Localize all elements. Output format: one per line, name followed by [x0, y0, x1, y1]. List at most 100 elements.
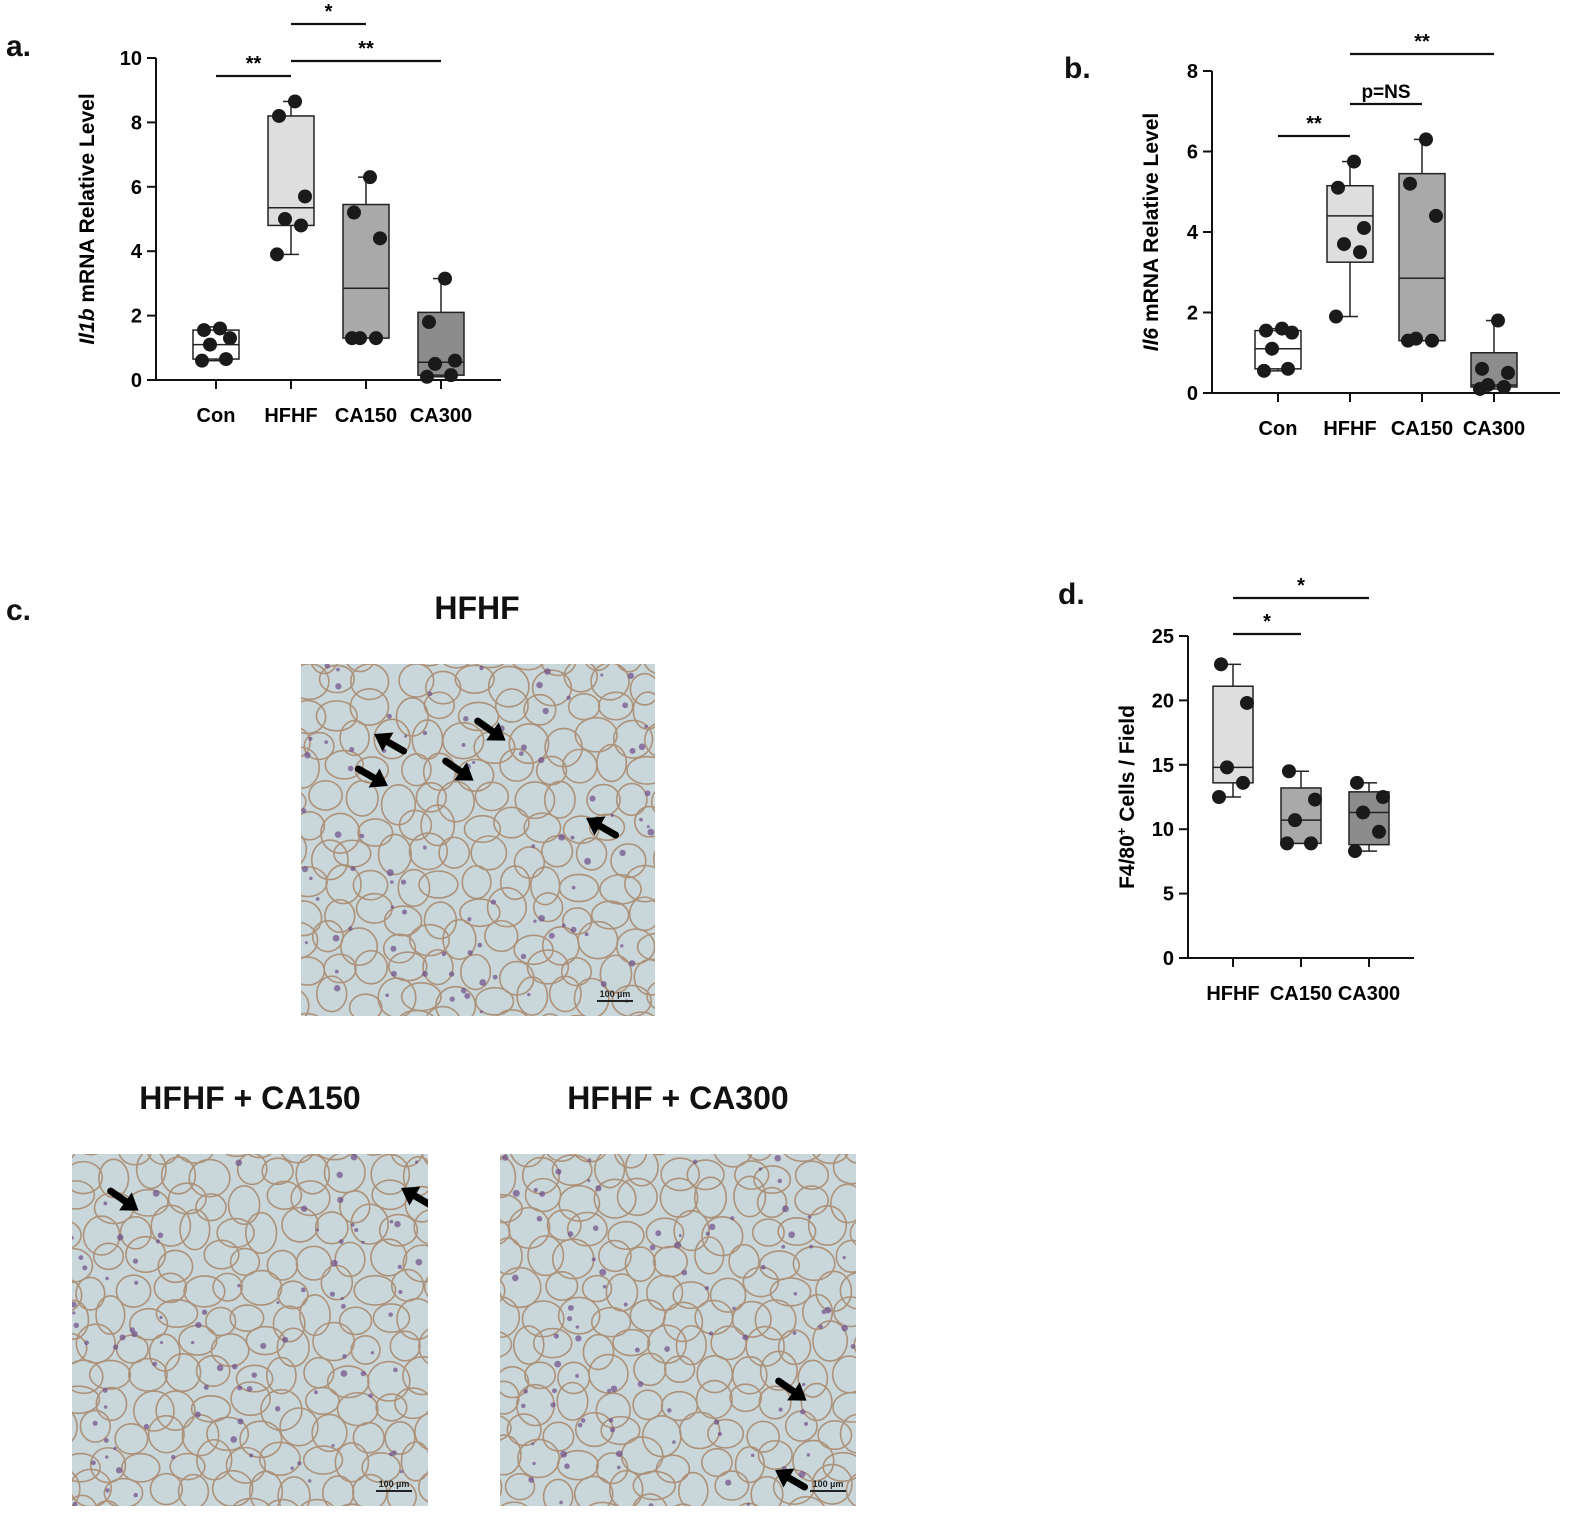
adipocyte — [326, 1365, 370, 1399]
adipocyte — [72, 1221, 82, 1249]
nucleus — [646, 825, 650, 829]
nucleus — [472, 760, 476, 765]
nucleus — [644, 724, 648, 729]
nucleus — [282, 1336, 289, 1343]
nucleus — [260, 1342, 267, 1349]
nucleus — [385, 993, 389, 998]
nucleus — [237, 1418, 244, 1425]
nucleus — [512, 1189, 520, 1197]
nucleus — [309, 876, 313, 881]
adipocyte — [714, 1470, 750, 1501]
nucleus — [778, 1407, 783, 1412]
adipocyte — [397, 868, 431, 908]
scale-bar: 100 µm — [597, 989, 633, 1002]
box-ca150 — [342, 203, 390, 339]
nucleus — [527, 992, 531, 997]
adipocyte — [459, 898, 501, 928]
data-point — [1481, 377, 1495, 392]
adipocyte — [398, 809, 433, 841]
adipocyte — [153, 1272, 188, 1304]
nucleus — [301, 1205, 308, 1212]
nucleus — [324, 664, 330, 669]
adipocyte — [260, 1388, 303, 1432]
nucleus — [602, 1284, 607, 1289]
adipocyte — [352, 1421, 385, 1454]
adipocyte — [610, 843, 647, 879]
adipocyte-membranes — [72, 1154, 428, 1506]
adipocyte — [546, 1154, 577, 1163]
nucleus — [301, 808, 307, 814]
nucleus — [441, 951, 447, 957]
adipocyte — [119, 1215, 152, 1250]
nucleus — [427, 691, 433, 697]
data-point — [444, 368, 458, 383]
significance-label: ** — [1414, 31, 1430, 53]
data-point — [1425, 333, 1439, 348]
adipocyte — [265, 1356, 297, 1395]
adipocyte — [678, 1471, 709, 1506]
data-point — [1214, 657, 1228, 672]
nucleus — [421, 970, 428, 977]
adipocyte — [247, 1154, 273, 1159]
adipocyte — [414, 1412, 428, 1451]
nucleus — [340, 1303, 346, 1309]
adipocyte — [404, 1185, 428, 1223]
nucleus — [82, 1265, 88, 1271]
adipocyte — [422, 949, 454, 986]
adipocyte — [742, 1266, 780, 1298]
nucleus — [467, 949, 473, 956]
adipocyte — [709, 1277, 747, 1313]
adipocyte — [323, 1154, 366, 1194]
nucleus — [638, 743, 646, 751]
nucleus — [113, 1344, 119, 1350]
adipocyte — [486, 887, 528, 928]
nucleus — [307, 1479, 312, 1483]
adipocyte — [399, 1009, 434, 1016]
nucleus — [584, 857, 592, 865]
nucleus — [490, 899, 497, 905]
nuclei — [72, 1154, 423, 1506]
adipocyte — [633, 1352, 667, 1387]
adipocyte — [310, 839, 349, 881]
significance-label: * — [1297, 575, 1305, 597]
nucleus — [550, 1402, 556, 1408]
nucleus — [391, 1450, 397, 1456]
x-tick-label: HFHF — [1206, 983, 1259, 1005]
adipocyte — [662, 1301, 704, 1343]
adipocyte-membranes — [301, 664, 655, 1016]
adipocyte — [375, 1393, 408, 1422]
scale-bar-label: 100 µm — [812, 1479, 844, 1489]
adipocyte — [607, 1220, 645, 1250]
data-point — [1331, 180, 1345, 195]
adipocyte — [777, 1216, 817, 1246]
nucleus — [758, 1167, 763, 1171]
nucleus — [359, 833, 365, 839]
nucleus — [559, 1500, 563, 1505]
adipocyte — [496, 1009, 528, 1016]
y-tick-label: 2 — [1187, 303, 1198, 325]
nucleus — [479, 979, 487, 986]
nucleus — [655, 1230, 662, 1237]
panel-label-c: c. — [6, 594, 32, 627]
adipocyte — [320, 812, 361, 854]
adipocyte — [500, 1266, 542, 1309]
nucleus — [750, 1453, 755, 1458]
x-tick-label: CA300 — [1338, 983, 1400, 1005]
adipocyte — [229, 1304, 265, 1332]
micrograph-title-hfhf-ca300: HFHF + CA300 — [567, 1080, 789, 1116]
y-tick-label: 4 — [131, 241, 143, 263]
adipocyte — [277, 1280, 309, 1310]
adipocyte — [673, 1209, 710, 1252]
adipocyte — [750, 1475, 784, 1506]
adipocyte — [183, 1275, 226, 1308]
adipocyte — [210, 1333, 250, 1368]
nucleus — [538, 757, 545, 764]
significance-label: ** — [358, 38, 374, 60]
data-point — [1347, 154, 1361, 169]
adipocyte — [660, 1157, 701, 1192]
arrow-head — [775, 1468, 795, 1488]
adipocyte — [211, 1469, 254, 1506]
nucleus — [354, 1228, 359, 1233]
adipocyte — [499, 748, 535, 782]
adipocyte — [249, 1470, 284, 1506]
